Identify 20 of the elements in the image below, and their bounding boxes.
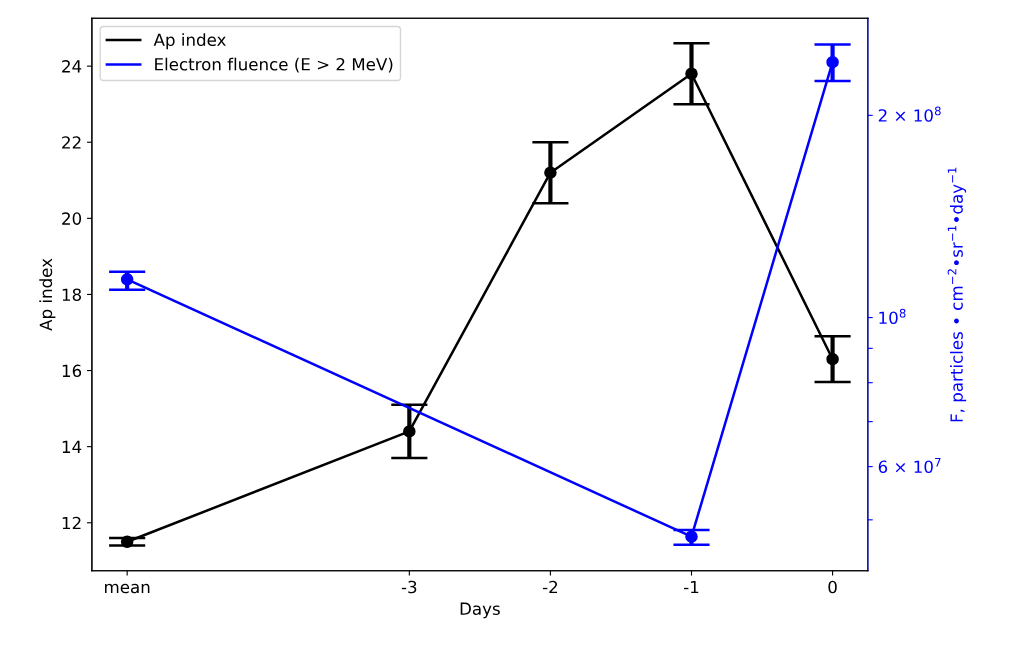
y-tick-label: 22 [62, 136, 81, 149]
y-axis-title: Ap index [39, 258, 56, 331]
legend-label: Electron fluence (E > 2 MeV) [155, 57, 393, 73]
y2-tick-label: 2 × 10$^{8}$ [878, 106, 941, 122]
x-tick-label: mean [105, 583, 150, 594]
x-tick-label: -2 [542, 580, 558, 594]
y-tick-label: 24 [62, 60, 82, 73]
y2-tick-label: 10$^{8}$ [879, 308, 906, 325]
y-tick-label: 18 [62, 288, 82, 302]
x-tick-label: -1 [684, 580, 699, 594]
y-tick-label: 20 [62, 212, 82, 225]
y2-axis-title: F, particles • cm$^{−2}$•sr$^{−1}$•day$^{−1}$ [947, 167, 967, 422]
y-tick-label: 14 [62, 440, 82, 453]
y-tick-label: 16 [62, 364, 82, 378]
x-tick-label: 0 [828, 580, 837, 594]
y2-tick-label: 6 × 10$^{7}$ [878, 457, 941, 474]
x-tick-label: -3 [401, 580, 417, 594]
y-tick-label: 12 [62, 516, 81, 530]
x-axis-title: Days [460, 602, 500, 619]
legend-label: Ap index [153, 33, 226, 50]
